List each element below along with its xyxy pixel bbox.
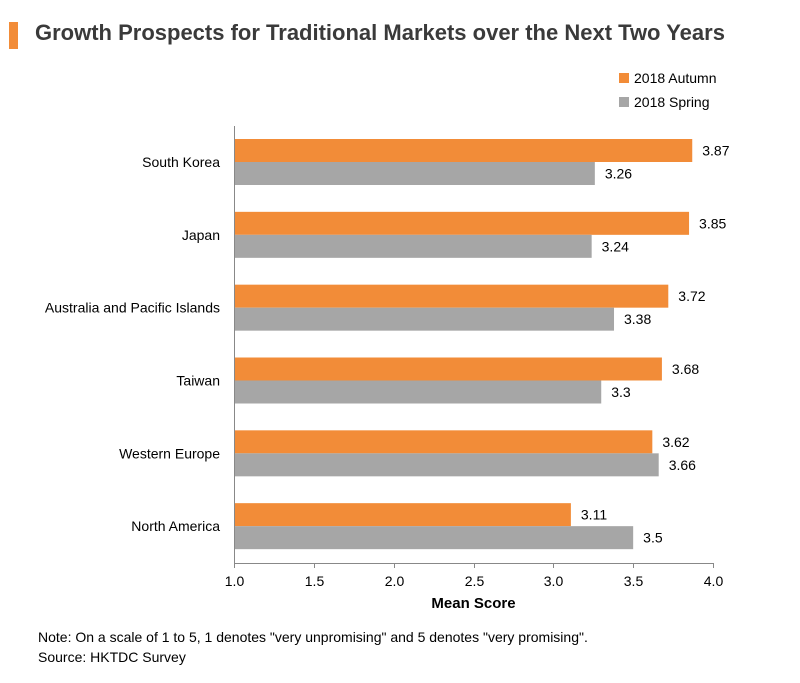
legend-swatch-2 xyxy=(619,97,629,107)
value-label-2-1: 3.26 xyxy=(605,166,632,182)
bar-1-3 xyxy=(234,284,669,308)
legend-label-2: 2018 Spring xyxy=(634,94,710,110)
bar-2-2 xyxy=(234,234,592,258)
title-accent-bar xyxy=(9,22,18,49)
bar-1-1 xyxy=(234,139,693,162)
value-label-2-5: 3.66 xyxy=(669,457,696,473)
bar-1-6 xyxy=(234,503,571,527)
value-label-2-2: 3.24 xyxy=(602,238,629,254)
value-label-1-5: 3.62 xyxy=(662,434,689,450)
category-label-1: South Korea xyxy=(142,154,220,170)
value-label-2-3: 3.38 xyxy=(624,311,651,327)
bar-2-4 xyxy=(234,380,602,404)
x-tick-label-7: 4.0 xyxy=(704,573,724,589)
value-label-2-4: 3.3 xyxy=(611,384,631,400)
bar-1-5 xyxy=(234,430,653,454)
bar-2-3 xyxy=(234,307,615,331)
category-label-3: Australia and Pacific Islands xyxy=(45,300,220,316)
value-label-1-4: 3.68 xyxy=(672,361,699,377)
legend-label-1: 2018 Autumn xyxy=(634,70,717,86)
value-label-1-3: 3.72 xyxy=(678,288,705,304)
value-label-1-6: 3.11 xyxy=(581,507,607,523)
category-label-2: Japan xyxy=(182,227,220,243)
x-axis-title: Mean Score xyxy=(431,595,515,612)
x-tick-label-2: 1.5 xyxy=(305,573,325,589)
x-tick-label-6: 3.5 xyxy=(624,573,644,589)
bar-2-1 xyxy=(234,162,595,185)
category-label-4: Taiwan xyxy=(176,373,220,389)
page-title: Growth Prospects for Traditional Markets… xyxy=(35,20,725,45)
x-tick-label-4: 2.5 xyxy=(465,573,485,589)
value-label-1-2: 3.85 xyxy=(699,215,726,231)
legend-swatch-1 xyxy=(619,73,629,83)
bar-1-2 xyxy=(234,211,690,235)
chart-notes: Note: On a scale of 1 to 5, 1 denotes "v… xyxy=(38,627,588,667)
category-label-6: North America xyxy=(131,518,220,534)
x-tick-label-3: 2.0 xyxy=(385,573,405,589)
category-label-5: Western Europe xyxy=(119,445,220,461)
x-tick-label-5: 3.0 xyxy=(544,573,564,589)
value-label-2-6: 3.5 xyxy=(643,530,663,546)
bar-2-6 xyxy=(234,526,634,550)
bar-1-4 xyxy=(234,357,662,381)
note-text: Note: On a scale of 1 to 5, 1 denotes "v… xyxy=(38,629,588,645)
source-text: Source: HKTDC Survey xyxy=(38,649,186,665)
x-tick-label-1: 1.0 xyxy=(225,573,245,589)
bar-2-5 xyxy=(234,453,659,477)
value-label-1-1: 3.87 xyxy=(702,143,729,159)
